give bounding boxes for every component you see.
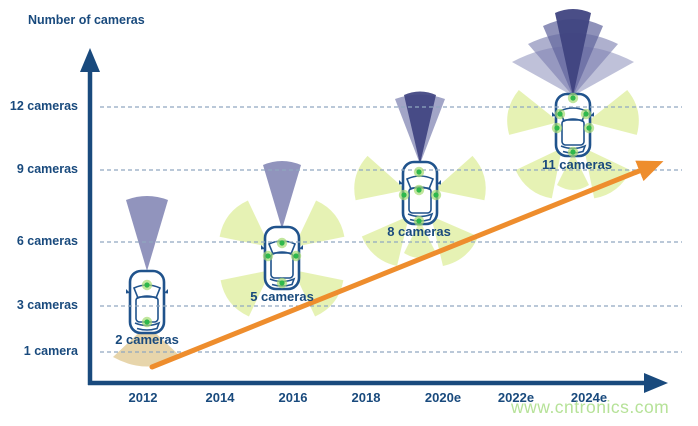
x-tick-label-2024e: 2024e <box>570 390 608 405</box>
x-tick-label-2012: 2012 <box>128 390 158 405</box>
point-label-2-cameras: 2 cameras <box>115 332 179 347</box>
y-tick-label-3: 3 cameras <box>16 298 78 312</box>
watermark: www.cntronics.com <box>511 397 670 417</box>
front-camera-cone <box>126 196 168 271</box>
x-tick-label-2014: 2014 <box>205 390 235 405</box>
y-tick-label-9: 9 cameras <box>16 162 78 176</box>
front-camera-cone <box>263 161 301 229</box>
x-tick-label-2016: 2016 <box>278 390 308 405</box>
point-label-11-cameras: 11 cameras <box>541 157 613 172</box>
y-tick-label-12: 12 cameras <box>9 99 78 113</box>
front-narrow-camera-cone <box>404 91 436 164</box>
car-group-2012 <box>113 196 181 367</box>
front-camera-cone-stack <box>512 9 634 96</box>
car-group-2016 <box>214 161 350 321</box>
point-label-5-cameras: 5 cameras <box>250 289 314 304</box>
car-group-2023 <box>503 9 643 204</box>
y-tick-label-1: 1 camera <box>23 344 78 358</box>
rear-camera-cone <box>113 325 181 367</box>
gridlines <box>100 106 682 353</box>
x-tick-label-2020e: 2020e <box>424 390 462 405</box>
trend-arrow <box>149 160 664 370</box>
x-tick-label-2022e: 2022e <box>497 390 535 405</box>
y-tick-label-6: 6 cameras <box>16 234 78 248</box>
y-axis-title: Number of cameras <box>28 13 145 27</box>
x-tick-label-2018: 2018 <box>351 390 381 405</box>
car-group-2019 <box>349 91 491 271</box>
point-label-8-cameras: 8 cameras <box>387 224 451 239</box>
